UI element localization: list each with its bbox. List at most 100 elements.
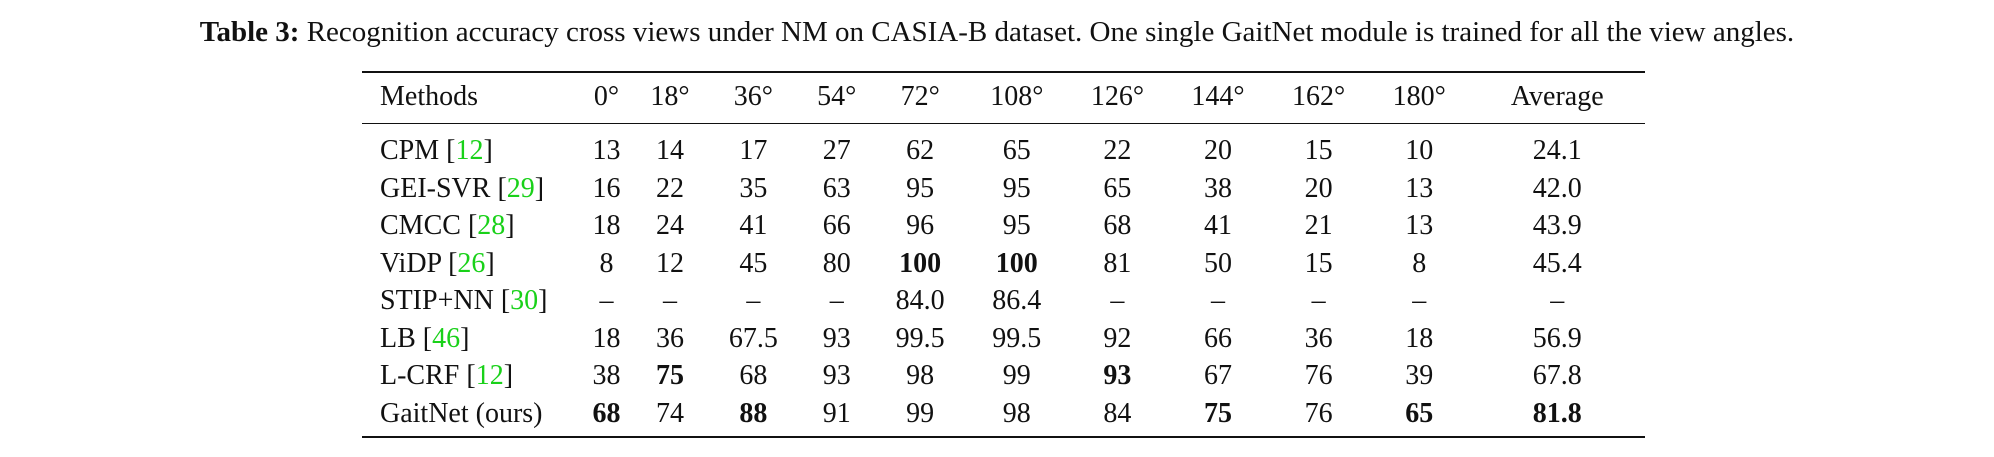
value-cell: 43.9 xyxy=(1532,210,1582,241)
value-cell: 24.1 xyxy=(1532,135,1582,166)
value-cell: 50 xyxy=(1204,247,1233,279)
value-cell: 13 xyxy=(1405,172,1434,204)
citation-link[interactable]: 46 xyxy=(432,322,461,354)
value-cell: 39 xyxy=(1405,360,1434,391)
value-cell: 96 xyxy=(906,210,935,241)
value-cell: 56.9 xyxy=(1532,322,1582,354)
citation-link[interactable]: 30 xyxy=(510,285,539,316)
value-cell: 65 xyxy=(1368,394,1470,438)
header-cell: 36° xyxy=(707,71,800,124)
method-name: GEI-SVR xyxy=(380,172,491,204)
value-cell: 74 xyxy=(632,394,708,438)
header-cell: 162° xyxy=(1268,71,1369,124)
value-cell: 93 xyxy=(822,322,851,354)
value-cell: 98 xyxy=(906,360,935,391)
method-name: GaitNet (ours) xyxy=(380,397,543,429)
value-cell: 36 xyxy=(656,322,684,354)
value-cell: 41 xyxy=(1204,210,1233,241)
value-cell: 66 xyxy=(1204,322,1233,354)
method-cell: ViDP [26] xyxy=(380,247,495,279)
value-cell: 67 xyxy=(1204,360,1233,391)
value-cell: 84.0 xyxy=(895,285,945,316)
header-cell: 0° xyxy=(580,71,633,124)
value-cell: 38 xyxy=(1204,172,1233,204)
table-row: ViDP [26] 8 12 45 80 100 100 81 50 15 8 45.4 xyxy=(362,245,1645,283)
value-cell: 13 xyxy=(592,135,621,166)
value-cell: 45.4 xyxy=(1532,247,1582,279)
citation-link[interactable]: 28 xyxy=(477,210,506,241)
value-cell: 16 xyxy=(592,172,621,204)
value-cell: 8 xyxy=(1412,247,1427,279)
header-cell: 18° xyxy=(632,71,708,124)
value-cell: 41 xyxy=(739,210,768,241)
method-cell: STIP+NN [30] xyxy=(380,285,548,316)
value-cell: 68 xyxy=(580,394,633,438)
value-cell: 24 xyxy=(656,210,684,241)
results-table-container: Methods 0° 18° 36° 54° 72° 108° 126° 144° 162° 180… xyxy=(362,71,1645,438)
value-cell: 22 xyxy=(656,172,684,204)
value-cell: – xyxy=(746,285,761,316)
value-cell: 76 xyxy=(1304,360,1333,391)
value-cell: 18 xyxy=(1405,322,1434,354)
value-cell: 75 xyxy=(656,360,684,391)
value-cell: 15 xyxy=(1304,135,1333,166)
header-cell: 126° xyxy=(1067,71,1168,124)
value-cell: 91 xyxy=(799,394,874,438)
value-cell: – xyxy=(1311,285,1326,316)
value-cell: 81.8 xyxy=(1469,394,1645,438)
value-cell: 42.0 xyxy=(1532,172,1582,204)
value-cell: 99 xyxy=(873,394,967,438)
value-cell: 88 xyxy=(707,394,800,438)
header-cell: Average xyxy=(1469,71,1645,124)
caption-label: Table 3: xyxy=(199,16,300,48)
value-cell: 36 xyxy=(1304,322,1333,354)
caption-text: Recognition accuracy cross views under N… xyxy=(299,16,1795,48)
value-cell: 15 xyxy=(1304,247,1333,279)
value-cell: 66 xyxy=(822,210,851,241)
citation-link[interactable]: 29 xyxy=(506,172,535,204)
value-cell: – xyxy=(829,285,844,316)
value-cell: 35 xyxy=(739,172,768,204)
table-row: LB [46] 18 36 67.5 93 99.5 99.5 92 66 36 18 56.9 xyxy=(362,320,1645,358)
value-cell: 27 xyxy=(822,135,851,166)
header-cell: 72° xyxy=(873,71,967,124)
value-cell: 12 xyxy=(656,247,684,279)
value-cell: 95 xyxy=(906,172,935,204)
citation-link[interactable]: 12 xyxy=(475,360,504,391)
method-cell: CPM [12] xyxy=(380,135,493,166)
value-cell: 68 xyxy=(1103,210,1132,241)
citation-link[interactable]: 26 xyxy=(457,247,486,279)
value-cell: 100 xyxy=(995,247,1038,279)
method-cell: LB [46] xyxy=(380,322,470,354)
value-cell: 75 xyxy=(1167,394,1269,438)
method-cell: L-CRF [12] xyxy=(380,360,514,391)
citation-link[interactable]: 12 xyxy=(455,135,484,166)
header-cell: 180° xyxy=(1368,71,1470,124)
method-name: STIP+NN xyxy=(380,285,494,316)
table-body: CPM [12] 13 14 17 27 62 65 22 20 15 10 24.1 GEI-SVR … xyxy=(362,124,1645,438)
value-cell: 99.5 xyxy=(992,322,1042,354)
value-cell: 80 xyxy=(822,247,851,279)
value-cell: 98 xyxy=(966,394,1068,438)
value-cell: 93 xyxy=(1103,360,1132,391)
value-cell: 76 xyxy=(1268,394,1369,438)
table-row: STIP+NN [30] – – – – 84.0 86.4 – – – – – xyxy=(362,282,1645,320)
table-row: CMCC [28] 18 24 41 66 96 95 68 41 21 13 43.9 xyxy=(362,207,1645,245)
value-cell: 13 xyxy=(1405,210,1434,241)
value-cell: 10 xyxy=(1405,135,1434,166)
value-cell: 20 xyxy=(1304,172,1333,204)
header-methods: Methods xyxy=(362,71,580,124)
value-cell: 21 xyxy=(1304,210,1333,241)
value-cell: 92 xyxy=(1103,322,1132,354)
table-row: L-CRF [12] 38 75 68 93 98 99 93 67 76 39 67.8 xyxy=(362,357,1645,395)
value-cell: – xyxy=(1211,285,1226,316)
value-cell: 45 xyxy=(739,247,768,279)
value-cell: 100 xyxy=(899,247,942,279)
method-cell: GaitNet (ours) xyxy=(362,394,580,438)
method-cell: GEI-SVR [29] xyxy=(380,172,545,204)
method-name: LB xyxy=(380,322,416,354)
table-row: GaitNet (ours) 68 74 88 91 99 98 84 75 76 65 81.8 xyxy=(362,394,1645,438)
value-cell: 95 xyxy=(1002,172,1031,204)
value-cell: 14 xyxy=(656,135,684,166)
value-cell: 8 xyxy=(599,247,614,279)
